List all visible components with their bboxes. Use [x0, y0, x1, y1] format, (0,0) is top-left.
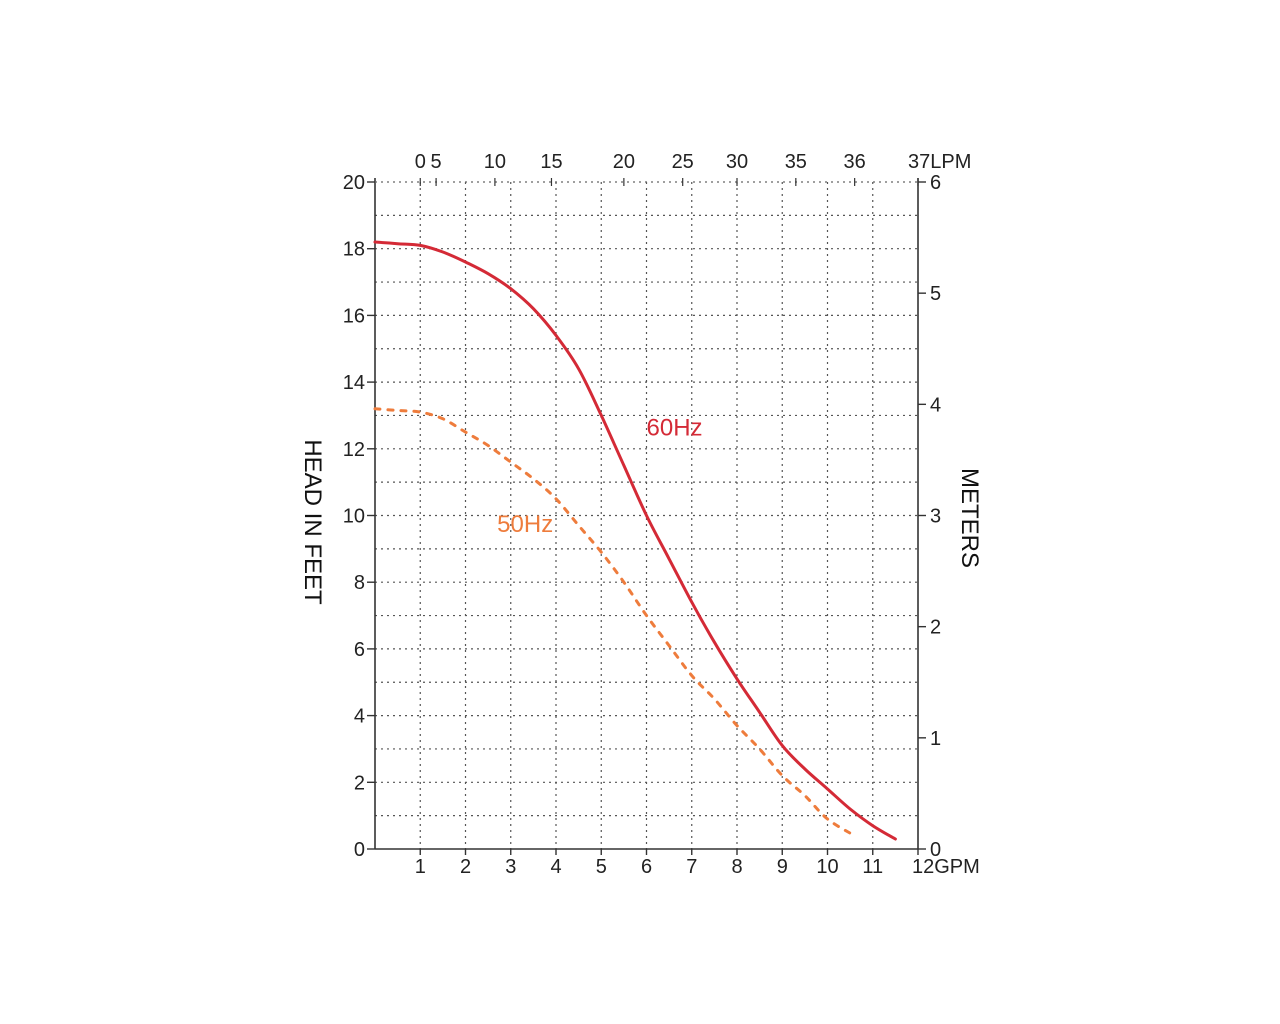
y-tick-label: 14 — [343, 372, 365, 394]
series-line-60hz — [373, 240, 897, 841]
y2-tick-label: 5 — [930, 283, 941, 305]
x-tick-label: 6 — [641, 856, 652, 878]
x-top-tick-label: 5 — [431, 151, 442, 173]
y2-tick-label: 1 — [930, 728, 941, 750]
x-tick-label: 4 — [550, 856, 561, 878]
x-tick-label: 10 — [816, 856, 838, 878]
x-top-tick-label: 10 — [484, 151, 506, 173]
series-line-50hz — [373, 407, 857, 838]
x-tick-label: 9 — [777, 856, 788, 878]
y-tick-label: 12 — [343, 439, 365, 461]
y-axis-title: HEAD IN FEET — [299, 439, 326, 605]
x-tick-label: 7 — [686, 856, 697, 878]
y2-axis-title: METERS — [956, 468, 983, 568]
y-tick-label: 16 — [343, 305, 365, 327]
x-tick-label: 5 — [596, 856, 607, 878]
y-tick-label: 18 — [343, 239, 365, 261]
x-top-tick-label: 0 — [415, 151, 426, 173]
x-tick-label: 1 — [415, 856, 426, 878]
y2-tick-label: 0 — [930, 839, 941, 861]
y-tick-label: 4 — [354, 706, 365, 728]
y2-tick-label: 6 — [930, 172, 941, 194]
y-tick-label: 10 — [343, 506, 365, 528]
labels: HEAD IN FEET METERS 60Hz 50Hz — [299, 414, 983, 605]
x-top-tick-label: 35 — [785, 151, 807, 173]
y-tick-label: 0 — [354, 839, 365, 861]
y-tick-label: 8 — [354, 572, 365, 594]
x-tick-label: 3 — [505, 856, 516, 878]
y2-tick-label: 3 — [930, 506, 941, 528]
y2-tick-label: 4 — [930, 394, 941, 416]
x-top-tick-label: 25 — [672, 151, 694, 173]
x-top-tick-label: 15 — [540, 151, 562, 173]
x-tick-label: 11 — [862, 856, 883, 878]
y-tick-label: 6 — [354, 639, 365, 661]
y-tick-label: 20 — [343, 172, 365, 194]
axes — [367, 178, 926, 855]
series-label-50hz: 50Hz — [497, 511, 553, 538]
x-top-tick-label: 30 — [726, 151, 748, 173]
x-tick-label: 12GPM — [912, 856, 980, 878]
series — [373, 240, 897, 841]
x-top-tick-label: 37LPM — [908, 151, 971, 173]
x-top-tick-label: 20 — [613, 151, 635, 173]
y2-tick-label: 2 — [930, 617, 941, 639]
series-label-60hz: 60Hz — [647, 414, 703, 441]
x-tick-label: 2 — [460, 856, 471, 878]
x-tick-label: 8 — [731, 856, 742, 878]
y-tick-label: 2 — [354, 772, 365, 794]
x-top-tick-label: 36 — [844, 151, 866, 173]
